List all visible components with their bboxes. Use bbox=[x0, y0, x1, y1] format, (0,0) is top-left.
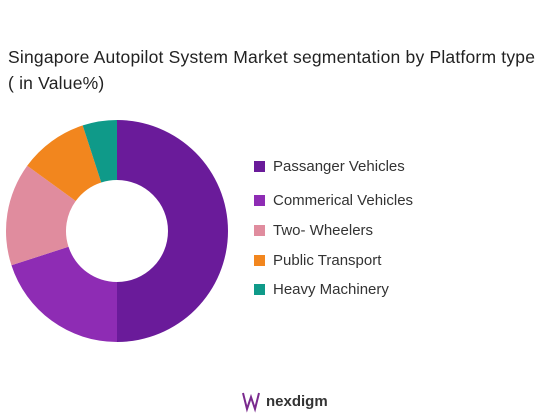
chart-title: Singapore Autopilot System Market segmen… bbox=[8, 47, 536, 93]
logo-icon bbox=[242, 392, 260, 413]
legend-swatch bbox=[254, 195, 265, 206]
logo-text: nexdigm bbox=[266, 393, 328, 410]
legend-swatch bbox=[254, 225, 265, 236]
donut-slice bbox=[117, 120, 228, 342]
donut-slice bbox=[5, 165, 76, 266]
legend-label: Commerical Vehicles bbox=[273, 192, 413, 209]
legend-swatch bbox=[254, 284, 265, 295]
donut-slice bbox=[27, 125, 102, 202]
legend-label: Heavy Machinery bbox=[273, 281, 389, 298]
legend-swatch bbox=[254, 161, 265, 172]
donut-slice bbox=[82, 120, 117, 183]
legend-label: Public Transport bbox=[273, 252, 382, 269]
legend-label: Two- Wheelers bbox=[273, 222, 373, 239]
legend-label: Passanger Vehicles bbox=[273, 158, 405, 175]
donut-slice bbox=[11, 246, 118, 342]
legend-swatch bbox=[254, 255, 265, 266]
